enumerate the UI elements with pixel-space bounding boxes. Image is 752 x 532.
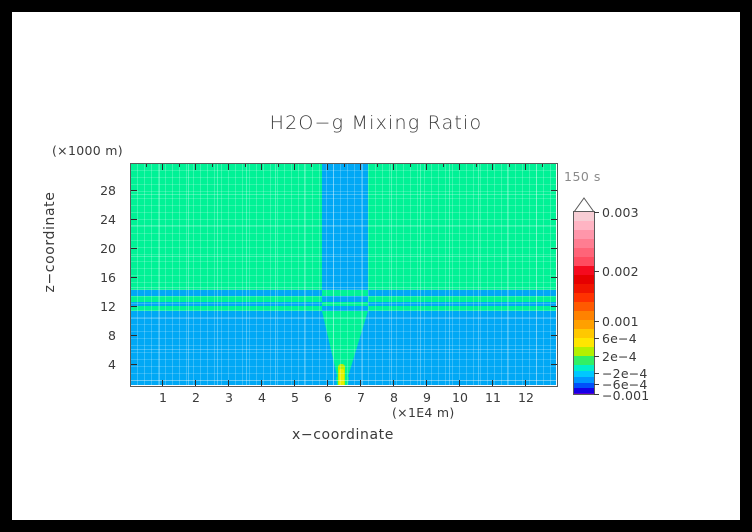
region-column-layer-d — [322, 306, 368, 311]
x-tick-label: 1 — [159, 390, 167, 405]
x-axis-units: (×1E4 m) — [392, 405, 455, 420]
colorbar-segment — [574, 284, 594, 293]
colorbar-segment — [574, 338, 594, 347]
colorbar[interactable] — [574, 212, 594, 394]
colorbar-label: −2e−4 — [602, 366, 648, 381]
region-plume-core-inner — [339, 369, 344, 385]
y-tick-label: 24 — [100, 212, 116, 227]
colorbar-label: 2e−4 — [602, 349, 637, 364]
y-axis-title: z−coordinate — [42, 191, 58, 293]
colorbar-segment — [574, 230, 594, 239]
heatmap-plot-area[interactable] — [130, 163, 556, 385]
colorbar-segment — [574, 377, 594, 383]
colorbar-label: 6e−4 — [602, 331, 637, 346]
y-tick-label: 16 — [100, 270, 116, 285]
x-tick-label: 4 — [258, 390, 266, 405]
x-tick-label: 5 — [291, 390, 299, 405]
colorbar-segment — [574, 221, 594, 230]
x-tick-label: 8 — [390, 390, 398, 405]
colorbar-label: 0.003 — [602, 205, 639, 220]
colorbar-segment — [574, 329, 594, 338]
figure-canvas: H2O−g Mixing Ratio (×1000 m) — [12, 12, 740, 520]
y-tick-label: 28 — [100, 183, 116, 198]
colorbar-segment — [574, 347, 594, 356]
colorbar-segment — [574, 371, 594, 377]
colorbar-segment — [574, 266, 594, 275]
chart-title: H2O−g Mixing Ratio — [269, 112, 483, 134]
colorbar-extend-arrow-icon — [573, 197, 595, 213]
colorbar-segment — [574, 212, 594, 221]
region-column-layer-c — [322, 302, 368, 306]
x-tick-label: 3 — [225, 390, 233, 405]
region-column-layer-b — [322, 296, 368, 302]
colorbar-segment — [574, 239, 594, 248]
colorbar-segment — [574, 383, 594, 388]
colorbar-segment — [574, 388, 594, 393]
colorbar-segment — [574, 293, 594, 302]
colorbar-segment — [574, 365, 594, 371]
y-tick-label: 20 — [100, 241, 116, 256]
colorbar-segment — [574, 257, 594, 266]
colorbar-label: −6e−4 — [602, 377, 648, 392]
colorbar-label: −0.001 — [602, 388, 650, 403]
x-tick-label: 2 — [192, 390, 200, 405]
x-tick-label: 6 — [324, 390, 332, 405]
colorbar-segment — [574, 311, 594, 320]
colorbar-label: 0.001 — [602, 314, 639, 329]
colorbar-segment — [574, 248, 594, 257]
colorbar-segment — [574, 393, 594, 394]
colorbar-segment — [574, 356, 594, 365]
x-tick-label: 10 — [452, 390, 468, 405]
y-axis-units: (×1000 m) — [52, 143, 123, 158]
colorbar-segment — [574, 275, 594, 284]
colorbar-segment — [574, 320, 594, 329]
timestamp-label: 150 s — [564, 169, 601, 184]
region-upper-dry-column — [322, 163, 368, 290]
region-plume-cone — [322, 311, 368, 385]
colorbar-label: 0.002 — [602, 264, 639, 279]
x-tick-label: 9 — [423, 390, 431, 405]
x-tick-label: 11 — [485, 390, 501, 405]
colorbar-segment — [574, 302, 594, 311]
y-tick-label: 4 — [108, 357, 116, 372]
x-tick-label: 12 — [518, 390, 534, 405]
y-tick-label: 12 — [100, 299, 116, 314]
x-axis-title: x−coordinate — [292, 427, 394, 443]
y-tick-label: 8 — [108, 328, 116, 343]
region-column-layer-a — [322, 290, 368, 296]
x-tick-label: 7 — [357, 390, 365, 405]
